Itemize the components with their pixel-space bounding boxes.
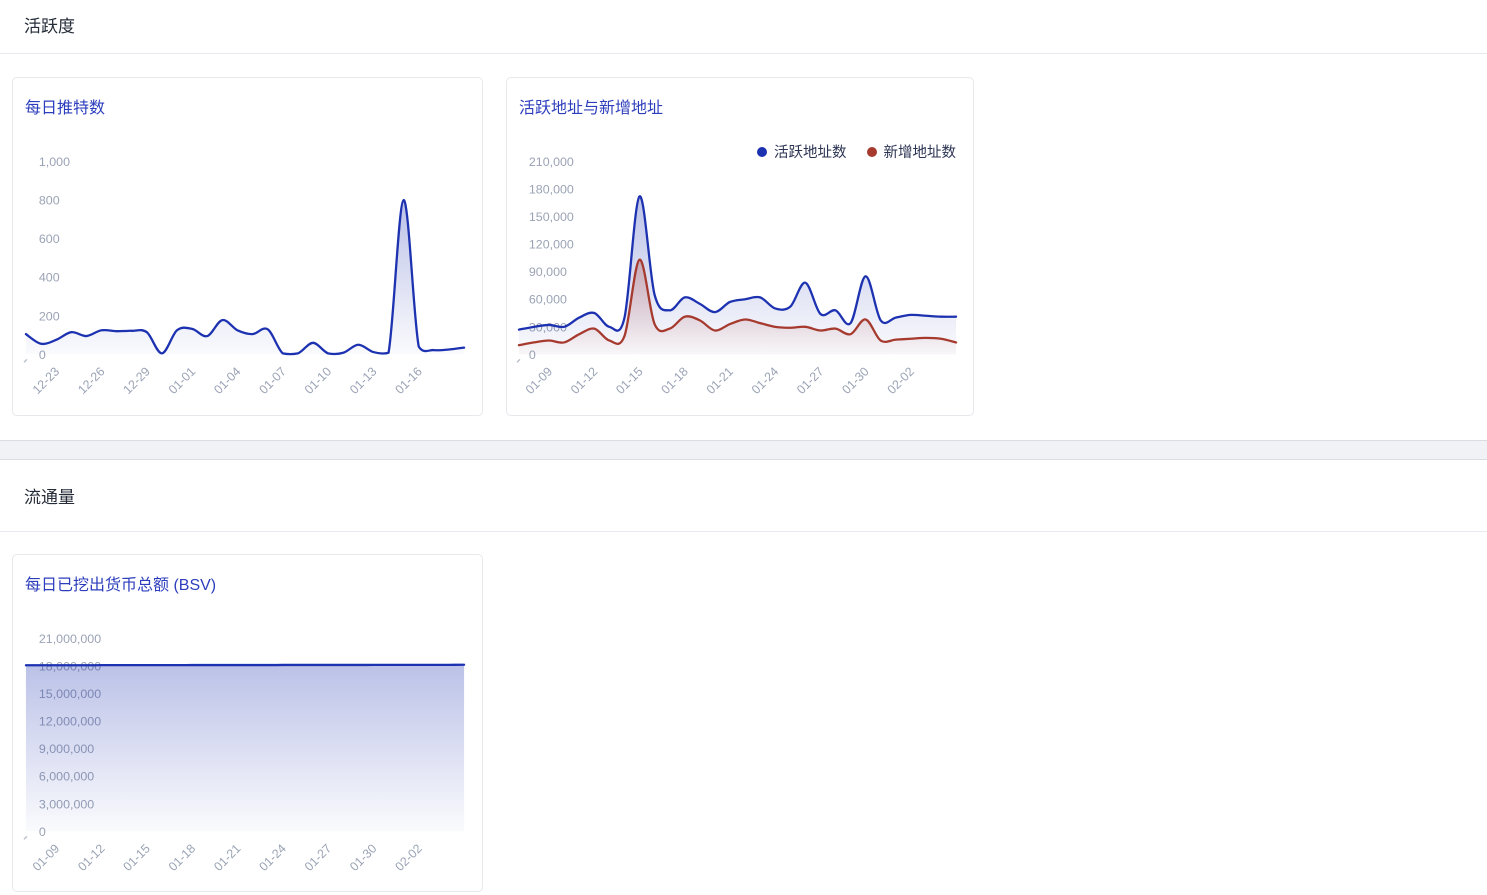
circulation-section-header: 流通量 bbox=[0, 460, 1487, 532]
svg-text:01-24: 01-24 bbox=[749, 364, 781, 396]
svg-text:01-07: 01-07 bbox=[256, 364, 288, 396]
svg-text:12-26: 12-26 bbox=[75, 364, 107, 396]
circulation-section-title: 流通量 bbox=[24, 488, 75, 507]
svg-text:01-18: 01-18 bbox=[166, 841, 198, 873]
svg-text:01-04: 01-04 bbox=[211, 364, 243, 396]
legend-dot-active-addresses-icon bbox=[757, 146, 767, 157]
svg-text:02-02: 02-02 bbox=[392, 841, 424, 873]
svg-text:01-09: 01-09 bbox=[30, 841, 62, 873]
daily-tweets-card: 每日推特数 0 200 400 600 800 1,000 12-23 12-26 12-29 0… bbox=[12, 77, 483, 416]
svg-text:01-24: 01-24 bbox=[256, 841, 288, 873]
svg-text:800: 800 bbox=[39, 194, 60, 208]
svg-text:200: 200 bbox=[39, 309, 60, 323]
legend-label-active-addresses: 活跃地址数 bbox=[774, 145, 847, 161]
svg-text:150,000: 150,000 bbox=[529, 210, 574, 224]
svg-text:210,000: 210,000 bbox=[529, 155, 574, 169]
addresses-title: 活跃地址与新增地址 bbox=[519, 100, 664, 117]
legend-dot-new-addresses-icon bbox=[866, 146, 877, 157]
svg-text:0: 0 bbox=[39, 348, 46, 362]
activity-section-title: 活跃度 bbox=[24, 17, 75, 36]
svg-text:01-13: 01-13 bbox=[347, 364, 379, 396]
activity-section-header: 活跃度 bbox=[0, 0, 1487, 54]
daily-tweets-title: 每日推特数 bbox=[25, 100, 106, 117]
mined-total-title: 每日已挖出货币总额 (BSV) bbox=[25, 577, 217, 594]
svg-text:120,000: 120,000 bbox=[529, 238, 574, 252]
svg-text:90,000: 90,000 bbox=[529, 265, 567, 279]
svg-text:12-29: 12-29 bbox=[121, 364, 153, 396]
svg-text:01-18: 01-18 bbox=[658, 364, 690, 396]
svg-text:01-01: 01-01 bbox=[166, 364, 198, 396]
svg-text:1,000: 1,000 bbox=[39, 155, 70, 169]
svg-text:12-23: 12-23 bbox=[30, 364, 62, 396]
svg-text:400: 400 bbox=[39, 271, 60, 285]
svg-text:01-09: 01-09 bbox=[523, 364, 555, 396]
svg-text:01-27: 01-27 bbox=[794, 364, 826, 396]
svg-text:600: 600 bbox=[39, 232, 60, 246]
svg-text:01-12: 01-12 bbox=[568, 364, 600, 396]
svg-text:01-30: 01-30 bbox=[839, 364, 871, 396]
daily-tweets-chart[interactable]: 0 200 400 600 800 1,000 12-23 12-26 12-29 01-01 01… bbox=[13, 78, 482, 415]
addresses-card: 活跃地址与新增地址 活跃地址数 新增地址数 030,00060,00090,00… bbox=[506, 77, 974, 416]
activity-section: 活跃度 每日推特数 0 200 400 600 800 1,000 12-23 12-26 12… bbox=[0, 0, 1487, 416]
circulation-section: 流通量 每日已挖出货币总额 (BSV) 03,000,0006,000,0009… bbox=[0, 460, 1487, 892]
svg-text:01-15: 01-15 bbox=[613, 364, 645, 396]
svg-text:0: 0 bbox=[39, 825, 46, 839]
mined-total-card: 每日已挖出货币总额 (BSV) 03,000,0006,000,0009,000… bbox=[12, 554, 483, 892]
svg-text:02-02: 02-02 bbox=[885, 364, 917, 396]
svg-text:01-15: 01-15 bbox=[121, 841, 153, 873]
svg-text:01-27: 01-27 bbox=[302, 841, 334, 873]
svg-text:60,000: 60,000 bbox=[529, 293, 567, 307]
addresses-chart[interactable]: 030,00060,00090,000120,000150,000180,000… bbox=[507, 78, 973, 415]
section-divider-band bbox=[0, 440, 1487, 460]
activity-cards-row: 每日推特数 0 200 400 600 800 1,000 12-23 12-26 12-29 0… bbox=[0, 77, 1487, 416]
svg-text:21,000,000: 21,000,000 bbox=[39, 632, 101, 646]
legend-item-new-addresses[interactable]: 新增地址数 bbox=[866, 141, 957, 162]
svg-text:0: 0 bbox=[529, 348, 536, 362]
legend-label-new-addresses: 新增地址数 bbox=[883, 145, 957, 161]
svg-text:01-12: 01-12 bbox=[75, 841, 107, 873]
svg-text:180,000: 180,000 bbox=[529, 183, 574, 197]
svg-text:01-21: 01-21 bbox=[704, 364, 736, 396]
svg-text:01-10: 01-10 bbox=[302, 364, 334, 396]
addresses-legend: 活跃地址数 新增地址数 bbox=[757, 141, 956, 162]
svg-text:01-16: 01-16 bbox=[392, 364, 424, 396]
mined-total-chart[interactable]: 03,000,0006,000,0009,000,00012,000,00015… bbox=[13, 555, 482, 891]
svg-text:01-30: 01-30 bbox=[347, 841, 379, 873]
legend-item-active-addresses[interactable]: 活跃地址数 bbox=[757, 141, 847, 162]
svg-text:01-21: 01-21 bbox=[211, 841, 243, 873]
